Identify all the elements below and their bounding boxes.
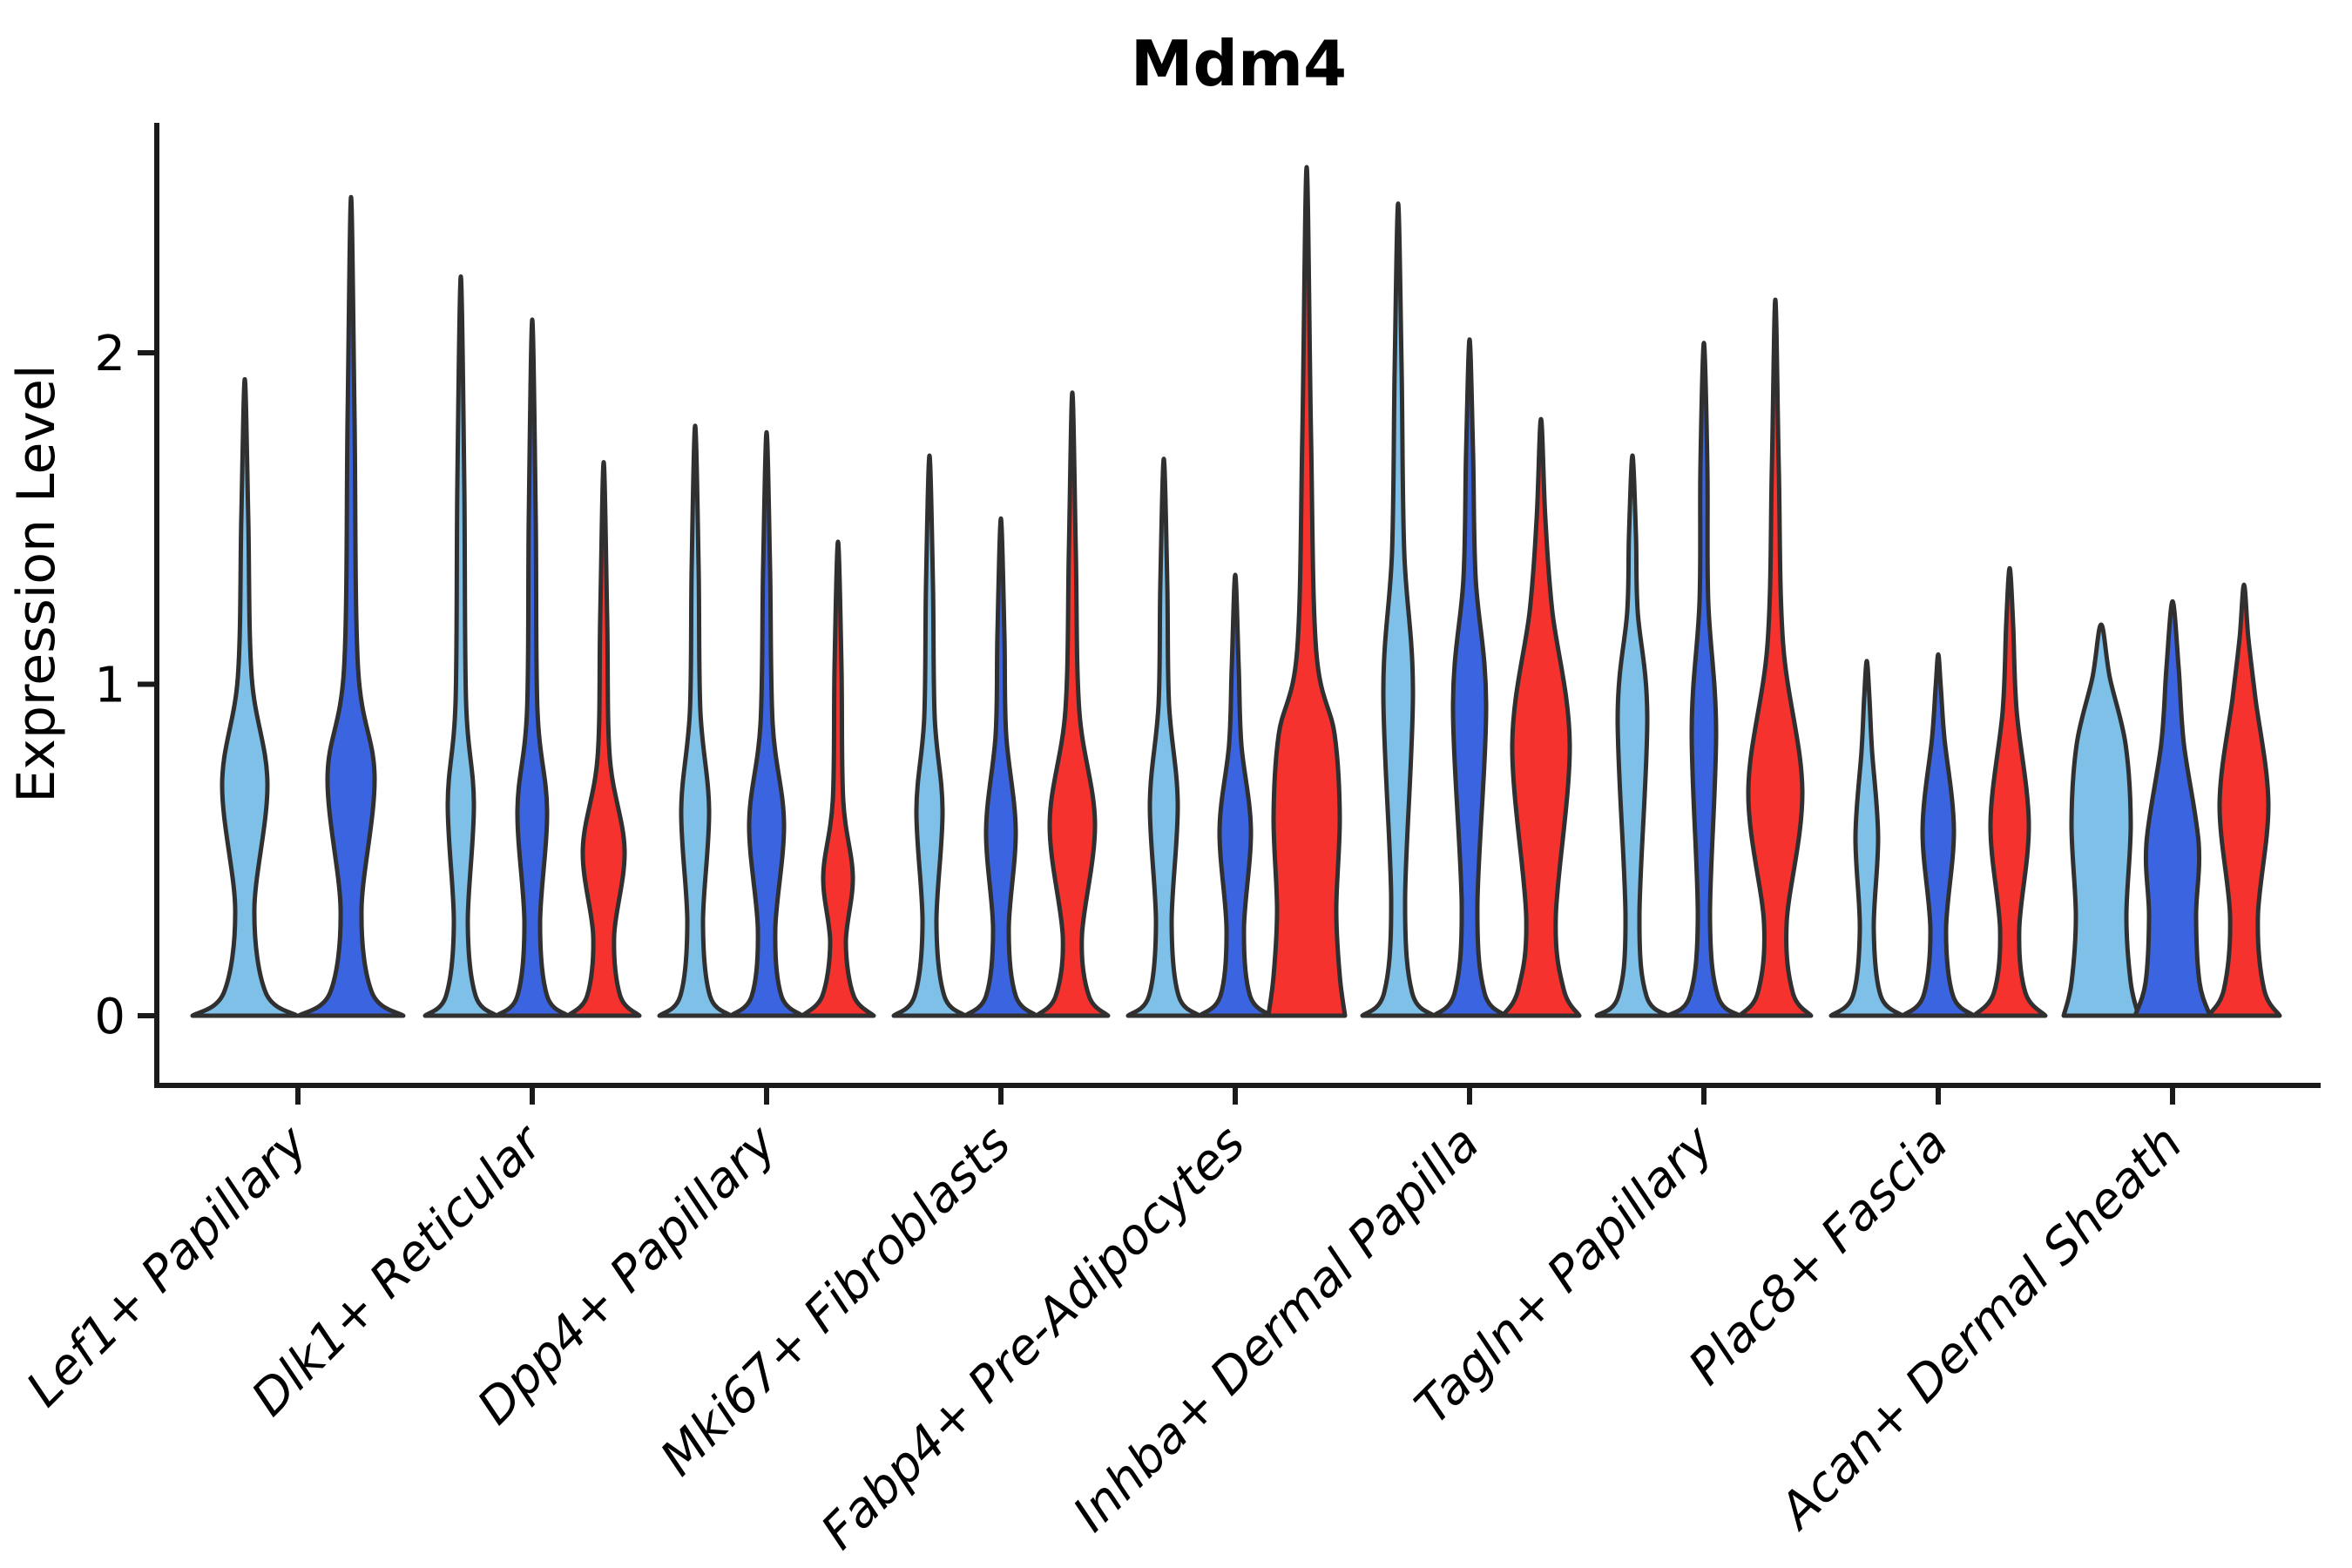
violin-lef1-light_blue (190, 376, 300, 1018)
violin-plac8-red (1971, 565, 2048, 1018)
y-tick-label: 0 (94, 989, 125, 1045)
x-category-label: Acan+ Dermal Sheath (1767, 1115, 2193, 1541)
y-axis-label: Expression Level (6, 364, 67, 802)
violin-mki67-light_blue (891, 453, 968, 1018)
violin-inhba-dark_blue (1431, 337, 1508, 1018)
violin-tagln-light_blue (1594, 453, 1671, 1018)
violin-fabp4-dark_blue (1197, 572, 1274, 1018)
y-tick-label: 2 (94, 326, 125, 382)
x-category-label: Fabp4+ Pre-Adipocytes (811, 1115, 1256, 1560)
violins-layer (190, 165, 2282, 1018)
violin-inhba-red (1500, 416, 1582, 1018)
violin-plac8-dark_blue (1900, 652, 1977, 1018)
violin-mki67-red (1034, 390, 1111, 1018)
violin-dpp4-light_blue (657, 423, 733, 1018)
violin-dpp4-red (800, 539, 876, 1018)
violin-fabp4-light_blue (1125, 456, 1202, 1018)
violin-tagln-red (1737, 297, 1814, 1018)
violin-inhba-light_blue (1360, 201, 1436, 1018)
violin-dlk1-light_blue (422, 274, 499, 1018)
violin-acan-light_blue (2061, 622, 2141, 1018)
violin-dlk1-dark_blue (494, 317, 571, 1018)
x-category-label: Inhba+ Dermal Papilla (1063, 1115, 1490, 1543)
violin-plac8-light_blue (1828, 659, 1905, 1018)
violin-acan-red (2206, 582, 2282, 1018)
violin-lef1-dark_blue (296, 194, 406, 1018)
y-tick-label: 1 (94, 658, 125, 714)
violin-acan-dark_blue (2132, 598, 2213, 1018)
violin-tagln-dark_blue (1666, 341, 1742, 1018)
chart-title: Mdm4 (1131, 27, 1347, 100)
violin-mki67-dark_blue (963, 516, 1039, 1018)
violin-fabp4-red (1266, 165, 1348, 1018)
y-ticks: 0 1 2 (94, 326, 157, 1045)
violin-dpp4-dark_blue (728, 429, 805, 1018)
violin-dlk1-red (565, 460, 642, 1018)
